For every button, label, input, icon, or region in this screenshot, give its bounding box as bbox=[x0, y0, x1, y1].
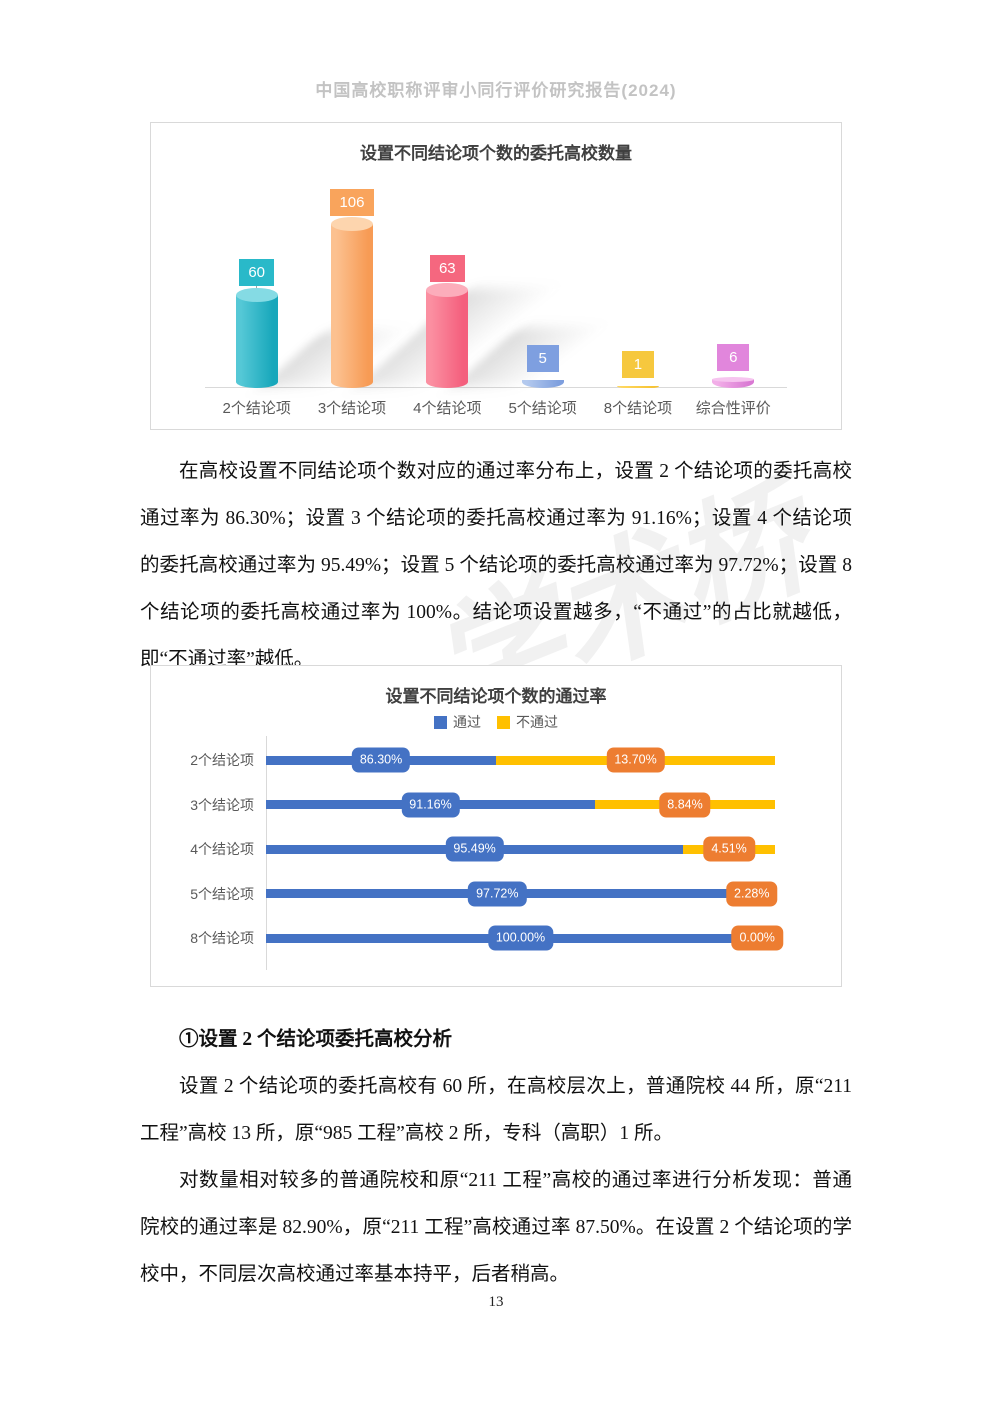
bar-value-badge: 60 bbox=[239, 259, 274, 286]
bar-track: 86.30% 13.70% bbox=[266, 747, 775, 773]
cylinder-top-ellipse bbox=[330, 217, 373, 231]
cylinder-top-ellipse bbox=[712, 376, 755, 382]
bar-value-badge: 1 bbox=[621, 351, 654, 378]
category-label: 8个结论项 bbox=[190, 930, 254, 947]
fail-rate-badge: 8.84% bbox=[659, 792, 711, 818]
pass-rate-badge: 91.16% bbox=[401, 792, 460, 818]
cylinder-bar-chart: 设置不同结论项个数的委托高校数量 60 106 63 5 1 6 2个结论项 3个结论项 4个… bbox=[150, 122, 842, 430]
chart-row: 5个结论项 97.72% 2.28% bbox=[151, 872, 778, 917]
pass-rate-badge: 95.49% bbox=[445, 836, 504, 862]
page-number: 13 bbox=[488, 1294, 504, 1310]
x-axis-label: 2个结论项 bbox=[222, 400, 291, 417]
fail-rate-badge: 0.00% bbox=[731, 925, 783, 951]
x-axis-line bbox=[205, 387, 787, 388]
category-label: 5个结论项 bbox=[190, 885, 254, 902]
chart2-title: 设置不同结论项个数的通过率 bbox=[385, 687, 607, 706]
chart-row: 8个结论项 100.00% 0.00% bbox=[151, 916, 783, 961]
bar-column: 5 bbox=[495, 183, 590, 388]
chart-row: 4个结论项 95.49% 4.51% bbox=[151, 827, 775, 872]
x-axis-label: 综合性评价 bbox=[695, 400, 771, 417]
bar-rows: 2个结论项 86.30% 13.70% 3个结论项 91.16% 8.84% 4个结论项 95… bbox=[151, 738, 783, 961]
cylinder-bar bbox=[330, 217, 373, 388]
bar-column: 6 bbox=[686, 183, 781, 388]
chart-row: 2个结论项 86.30% 13.70% bbox=[151, 738, 775, 783]
chart1-title: 设置不同结论项个数的委托高校数量 bbox=[360, 144, 632, 163]
x-axis-label: 4个结论项 bbox=[413, 400, 482, 417]
pass-legend-label: 通过 bbox=[453, 714, 481, 730]
fail-rate-badge: 4.51% bbox=[703, 836, 755, 862]
pass-legend-swatch-icon bbox=[434, 715, 447, 729]
section-heading: ①设置 2 个结论项委托高校分析 bbox=[179, 1029, 453, 1050]
category-label: 4个结论项 bbox=[190, 841, 254, 858]
x-axis-label: 8个结论项 bbox=[603, 400, 673, 417]
bar-track: 100.00% 0.00% bbox=[266, 925, 783, 951]
bar-value-badge: 5 bbox=[526, 345, 559, 372]
bar-value-badge: 106 bbox=[330, 189, 374, 216]
pass-rate-badge: 100.00% bbox=[487, 925, 554, 951]
bar-column: 63 bbox=[400, 183, 633, 388]
cylinder-bar bbox=[426, 283, 469, 388]
bar-value-badge: 6 bbox=[717, 344, 750, 371]
cylinder-bar bbox=[235, 288, 278, 388]
fail-rate-badge: 2.28% bbox=[726, 881, 778, 907]
fail-rate-badge: 13.70% bbox=[606, 747, 665, 773]
bar-track: 91.16% 8.84% bbox=[266, 792, 775, 818]
legend-item-pass: 通过 bbox=[434, 712, 481, 732]
cylinder-bar bbox=[521, 380, 564, 388]
bar-column: 60 bbox=[209, 183, 439, 388]
pass-rate-badge: 86.30% bbox=[351, 747, 411, 773]
x-axis-labels: 2个结论项 3个结论项 4个结论项 5个结论项 8个结论项 综合性评价 bbox=[209, 397, 781, 418]
paragraph-pass-rate-comparison: 对数量相对较多的普通院校和原“211 工程”高校的通过率进行分析发现：普通院校的… bbox=[140, 1170, 852, 1285]
pass-rate-badge: 97.72% bbox=[468, 881, 527, 907]
paragraph-school-breakdown: 设置 2 个结论项的委托高校有 60 所，在高校层次上，普通院校 44 所，原“… bbox=[140, 1076, 852, 1144]
cylinder-chart-plot: 60 106 63 5 1 6 bbox=[209, 183, 781, 388]
bar-column: 106 bbox=[304, 183, 581, 388]
category-label: 2个结论项 bbox=[190, 752, 254, 769]
chart-legend: 通过 不通过 bbox=[151, 712, 841, 732]
bar-track: 97.72% 2.28% bbox=[266, 881, 778, 907]
pass-rate-bar-chart: 设置不同结论项个数的通过率 通过 不通过 2个结论项 86.30% 13.70% 3个… bbox=[150, 665, 842, 987]
fail-legend-swatch-icon bbox=[497, 715, 510, 729]
x-axis-label: 5个结论项 bbox=[508, 400, 577, 417]
fail-legend-label: 不通过 bbox=[516, 714, 558, 730]
legend-item-fail: 不通过 bbox=[497, 712, 558, 732]
cylinder-bar bbox=[616, 386, 659, 388]
bar-track: 95.49% 4.51% bbox=[266, 836, 775, 862]
bar-column: 1 bbox=[590, 183, 685, 388]
cylinder-top-ellipse bbox=[426, 283, 469, 297]
bar-value-badge: 63 bbox=[429, 255, 465, 282]
x-axis-label: 3个结论项 bbox=[317, 400, 387, 417]
page-header-title: 中国高校职称评审小同行评价研究报告(2024) bbox=[315, 81, 677, 100]
cylinder-top-ellipse bbox=[235, 288, 278, 302]
cylinder-bar bbox=[712, 376, 755, 388]
paragraph-pass-rate-summary: 在高校设置不同结论项个数对应的通过率分布上，设置 2 个结论项的委托高校通过率为… bbox=[140, 461, 852, 670]
chart-row: 3个结论项 91.16% 8.84% bbox=[151, 783, 775, 828]
category-label: 3个结论项 bbox=[190, 796, 254, 813]
